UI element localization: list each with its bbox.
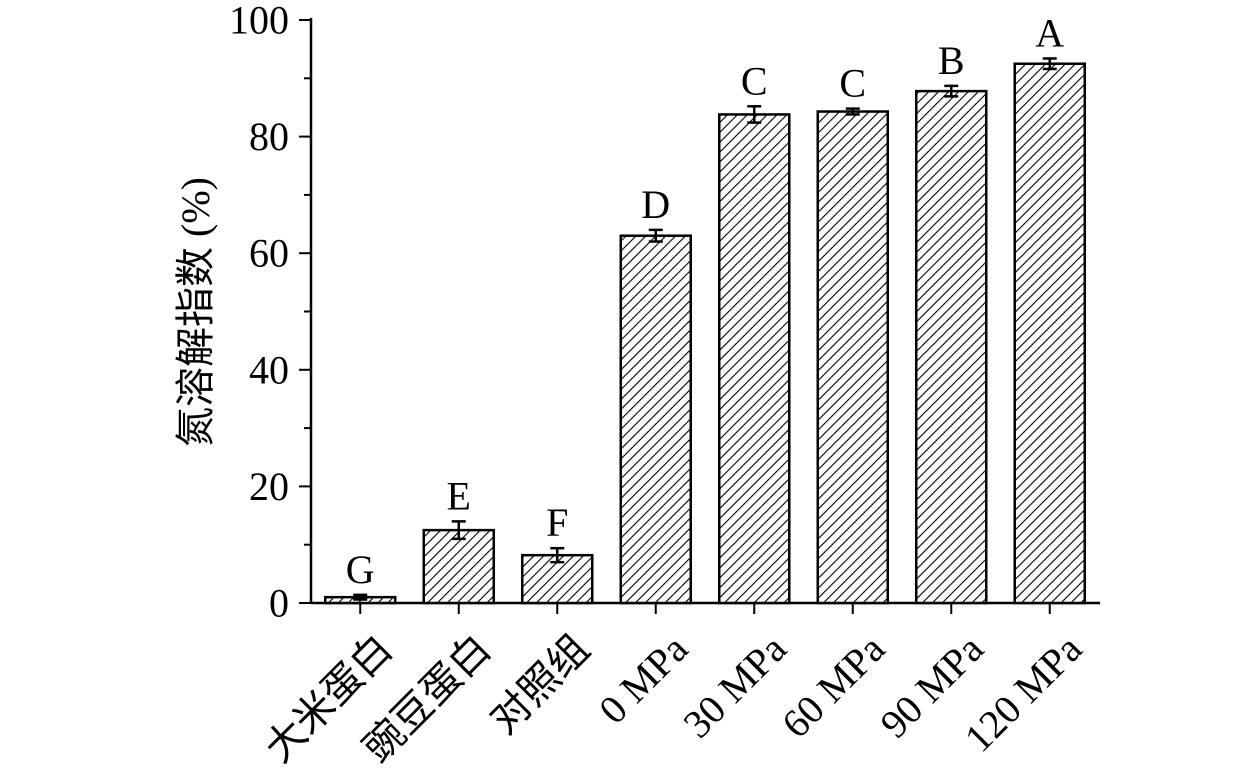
significance-label: C — [839, 61, 866, 106]
bar — [619, 234, 692, 605]
y-tick-label: 20 — [249, 464, 289, 509]
bar — [915, 89, 988, 605]
x-tick-label: 60 MPa — [773, 626, 894, 747]
significance-label: E — [447, 473, 471, 518]
y-tick-label: 60 — [249, 231, 289, 276]
y-tick-label: 40 — [249, 347, 289, 392]
bar — [718, 113, 791, 605]
y-axis-title: 氮溶解指数 (%) — [173, 177, 218, 447]
bar — [1013, 62, 1086, 605]
bars-group: G E F D C C B A — [324, 10, 1086, 605]
bar — [422, 528, 495, 605]
significance-label: A — [1035, 10, 1064, 55]
significance-label: D — [641, 182, 670, 227]
significance-label: G — [346, 547, 375, 592]
significance-label: C — [741, 58, 768, 103]
x-tick-label: 对照组 — [481, 626, 598, 743]
y-tick-label: 0 — [269, 581, 289, 626]
x-tick-label: 30 MPa — [674, 626, 795, 747]
significance-label: F — [546, 500, 568, 545]
bar — [816, 110, 889, 605]
y-tick-label: 100 — [229, 0, 289, 43]
y-axis: 0 20 40 60 80 100 — [229, 0, 313, 626]
significance-label: B — [938, 38, 965, 83]
y-tick-label: 80 — [249, 114, 289, 159]
